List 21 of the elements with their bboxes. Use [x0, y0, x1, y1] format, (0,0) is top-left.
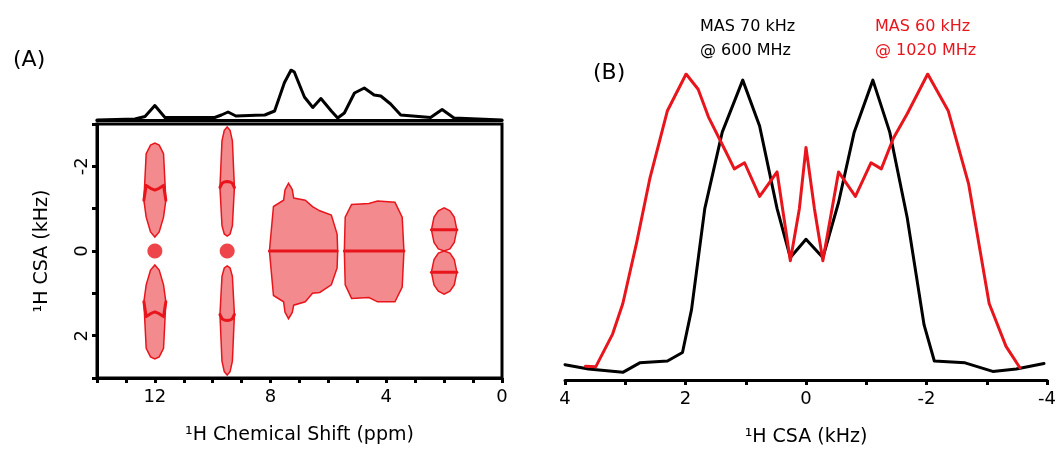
y-axis-title: ¹H CSA (kHz) [28, 189, 51, 313]
x-tick-label: 8 [264, 384, 277, 406]
x-axis-title: ¹H Chemical Shift (ppm) [185, 421, 414, 444]
line-series [142, 183, 168, 202]
line-series [142, 300, 168, 319]
x-tick-label: 4 [380, 384, 393, 406]
x-tick-label: 4 [559, 386, 571, 408]
y-tick-label: 2 [69, 329, 91, 342]
y-tick-label: -2 [69, 157, 91, 176]
text: MAS 60 kHz @ 1020 MHz [875, 15, 977, 59]
y-tick-label: 0 [69, 245, 91, 257]
x-tick-label: -4 [1038, 386, 1056, 408]
x-tick-label: 12 [143, 384, 167, 406]
x-axis-title: ¹H CSA (kHz) [744, 423, 868, 446]
x-tick-label: 2 [679, 386, 692, 408]
x-tick-label: 0 [800, 386, 812, 408]
x-tick-label: -2 [917, 386, 936, 408]
x-tick-label: 0 [496, 384, 508, 406]
text: MAS 70 kHz @ 600 MHz [700, 15, 801, 59]
chart-title: (B) [593, 58, 626, 84]
chart-title: (A) [13, 45, 46, 71]
